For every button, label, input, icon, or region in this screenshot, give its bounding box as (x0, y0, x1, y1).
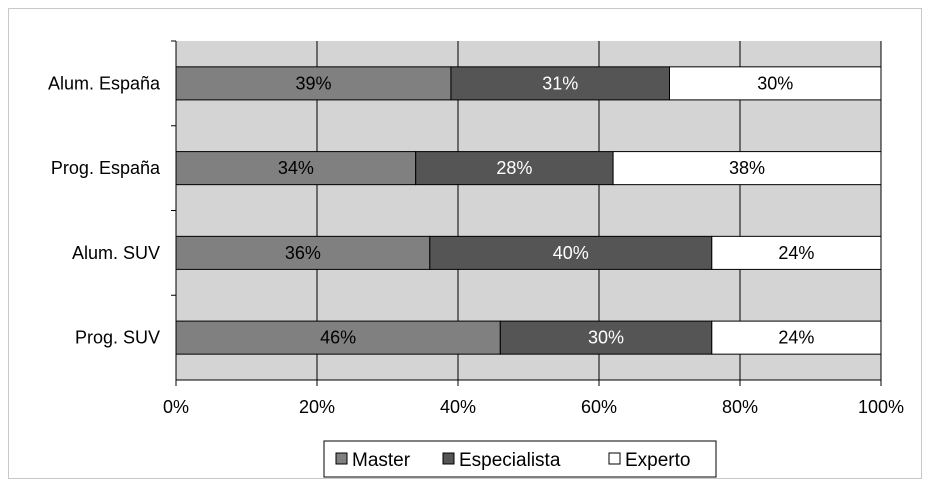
axes: 0% 20% 40% 60% 80% 100% Alum. España Prog. Espa… (48, 40, 904, 417)
bar-segment-master (175, 320, 501, 355)
y-category-label: Prog. España (51, 158, 161, 178)
bar-segment-experto (669, 66, 882, 101)
y-category-label: Alum. España (48, 73, 161, 93)
legend: Master Especialista Experto (323, 440, 717, 478)
data-label: 46% (320, 328, 356, 348)
bar-segment-master (175, 235, 431, 270)
data-label: 34% (278, 158, 314, 178)
bar-segment-experto (711, 235, 882, 270)
legend-swatch-master (335, 452, 348, 465)
data-label: 30% (757, 73, 793, 93)
bars: 39% 31% 30% 34% 28% 38% 36% 40% 24% 46% 30% 24% (175, 66, 882, 355)
y-category-label: Prog. SUV (75, 328, 160, 348)
bar-segment-especialista (415, 151, 614, 186)
data-label: 36% (285, 243, 321, 263)
bar-segment-especialista (429, 235, 713, 270)
legend-label-experto: Experto (625, 450, 690, 471)
x-tick-label: 80% (722, 397, 758, 417)
data-label: 24% (778, 328, 814, 348)
data-label: 30% (588, 328, 624, 348)
bar-segment-especialista (499, 320, 713, 355)
x-tick-label: 100% (858, 397, 904, 417)
legend-box (323, 440, 717, 478)
bar-segment-experto (711, 320, 882, 355)
data-label: 31% (542, 73, 578, 93)
legend-swatch-experto (608, 452, 621, 465)
data-label: 38% (729, 158, 765, 178)
bar-segment-experto (612, 151, 882, 186)
legend-label-master: Master (352, 450, 411, 471)
y-category-label: Alum. SUV (72, 243, 160, 263)
legend-swatch-especialista (442, 452, 455, 465)
x-tick-label: 60% (581, 397, 617, 417)
bar-segment-master (175, 66, 452, 101)
data-label: 40% (553, 243, 589, 263)
legend-label-especialista: Especialista (459, 450, 561, 471)
data-label: 24% (778, 243, 814, 263)
data-label: 28% (496, 158, 532, 178)
x-tick-label: 40% (440, 397, 476, 417)
x-tick-label: 20% (299, 397, 335, 417)
x-tick-label: 0% (163, 397, 189, 417)
data-label: 39% (295, 73, 331, 93)
